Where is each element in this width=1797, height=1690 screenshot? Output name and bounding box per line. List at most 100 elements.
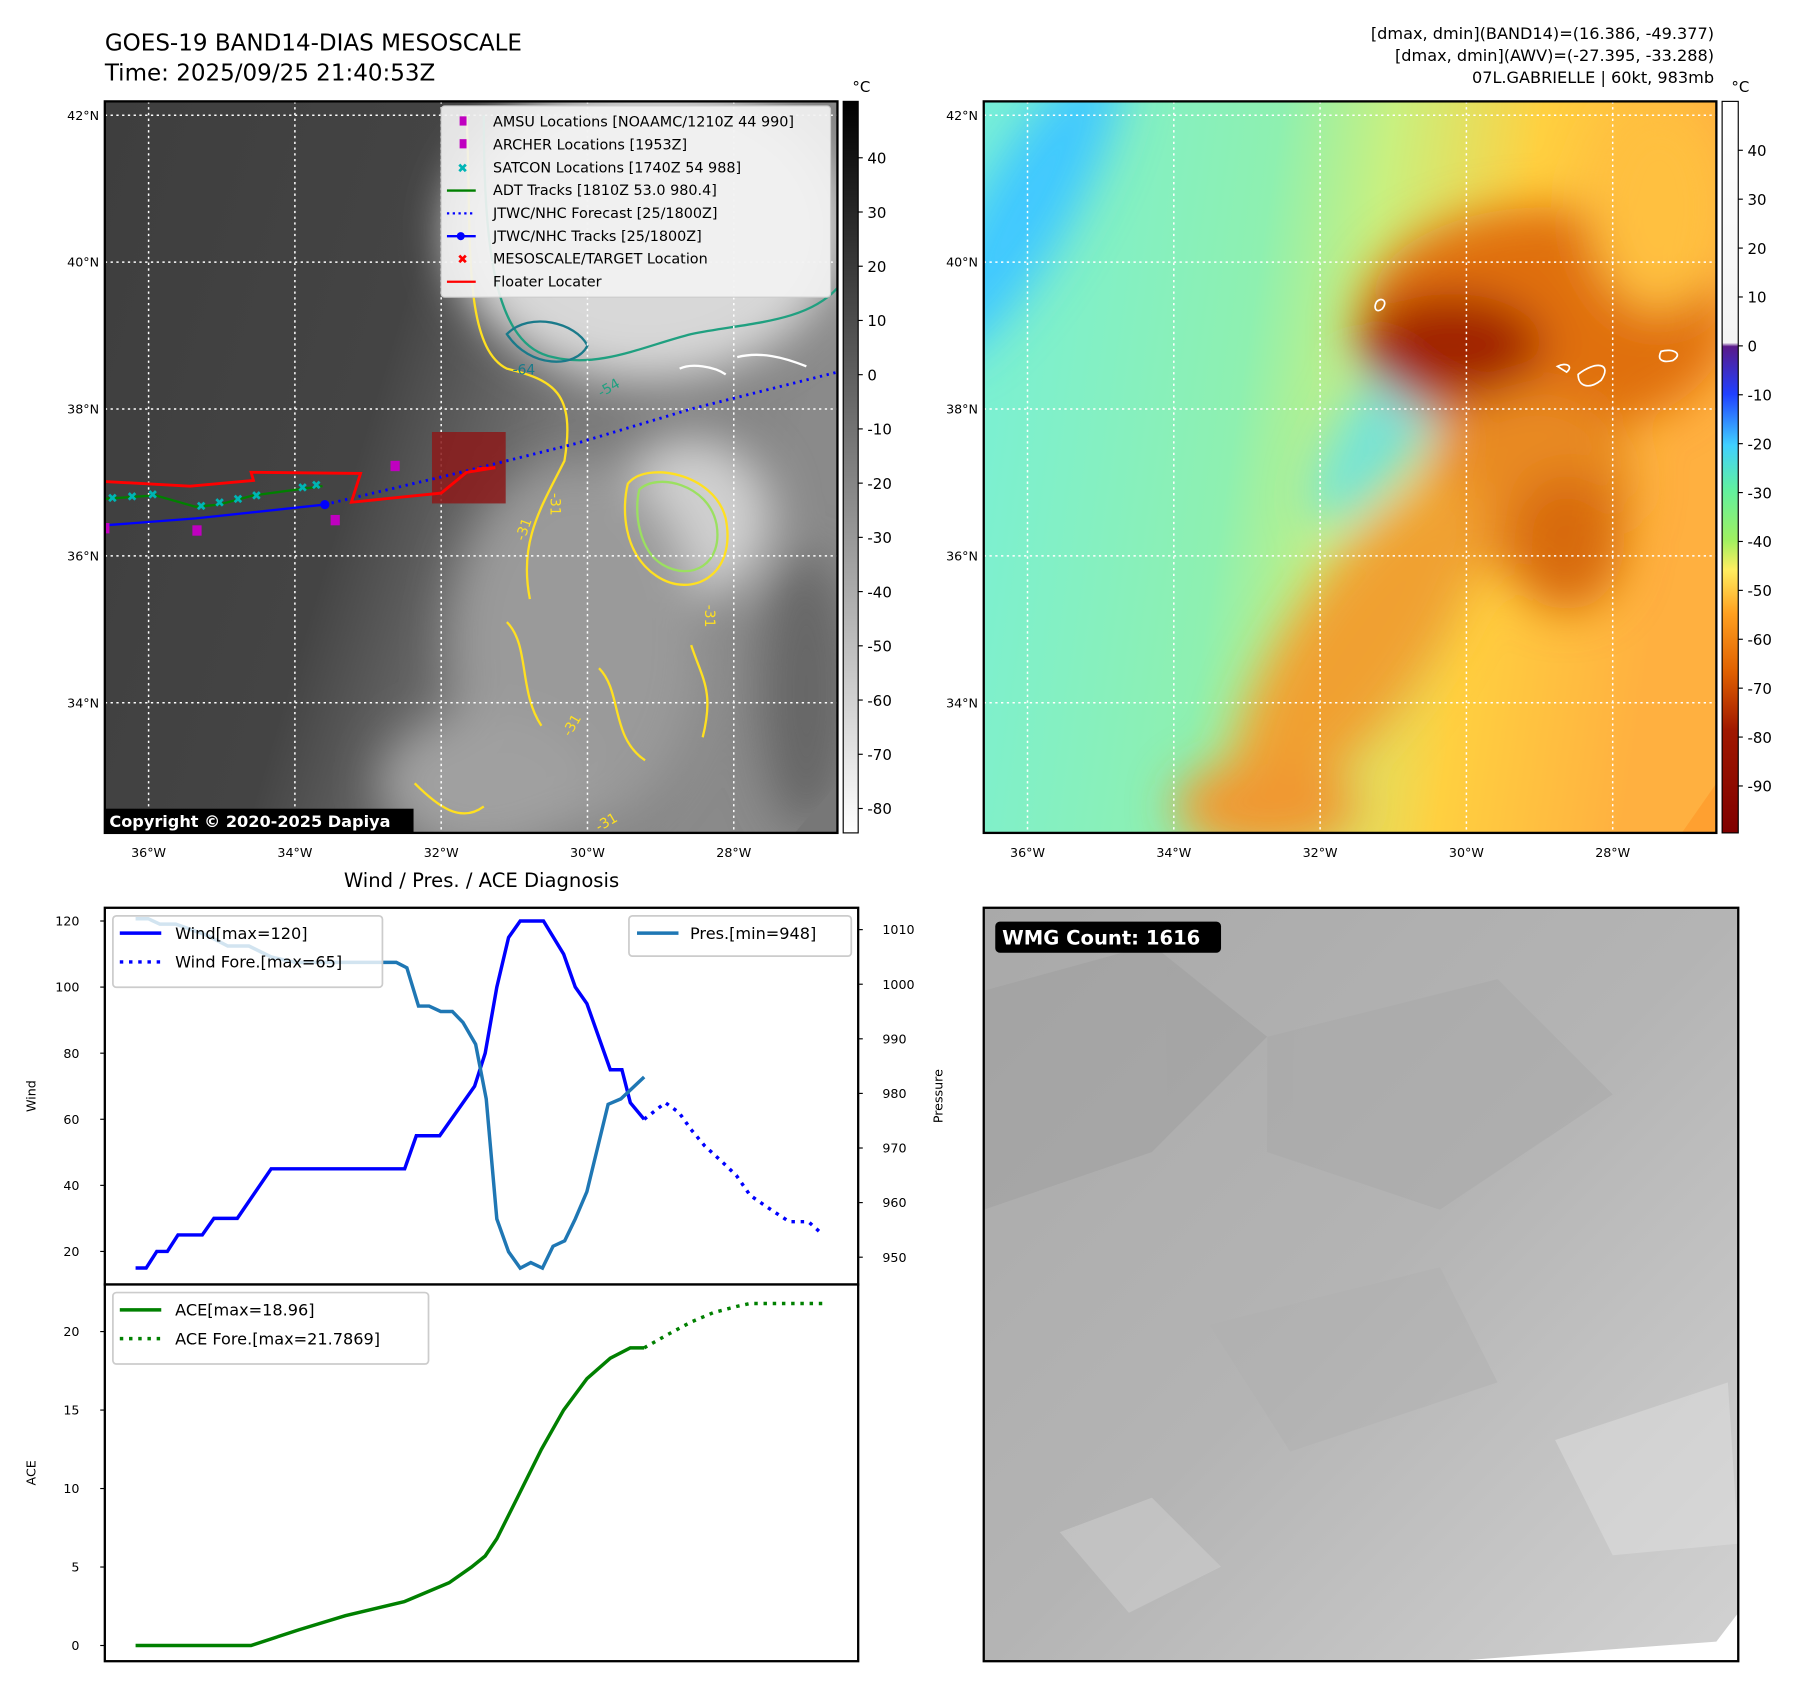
colorbar-tick-label: 20 [1747,240,1766,258]
legend-label: ACE[max=18.96] [175,1301,314,1320]
band14-range: [dmax, dmin](BAND14)=(16.386, -49.377) [1371,24,1714,43]
wmg-panel: WMG Count: 1616 [982,906,1740,1663]
floater-locater-track [104,466,496,504]
series-line-0 [135,1346,645,1648]
y-right-tick-label: 970 [882,1141,906,1156]
y-right-axis-label: Pressure [930,1069,945,1123]
colorbar-tick-label: 10 [1747,289,1766,307]
ace-chart: 0 5 10 15 20 ACE ACE[max=18.96] ACE Fore.[max=2… [24,1283,860,1663]
y-right-tick-label: 990 [882,1031,906,1046]
colorbar-tick-label: -60 [867,692,891,710]
figure-time: Time: 2025/09/25 21:40:53Z [104,61,436,87]
colorbar-tick-label: 10 [867,312,886,330]
legend-label: Pres.[min=948] [690,924,816,943]
y-tick-label: 10 [63,1481,79,1496]
amsu-archer-markers [104,460,400,536]
colorbar-tick-label: -20 [1747,435,1771,453]
square-marker-icon [459,116,467,126]
colorbar-tick-label: 40 [867,150,886,168]
legend-item: Floater Locater [446,274,602,290]
colorbar-tick-label: -80 [867,800,891,818]
colorbar-tick-label: -70 [867,746,891,764]
colorbar-tick-label: 40 [1747,142,1766,160]
wv-field [983,101,1717,833]
y-tick-label: 0 [71,1638,79,1653]
copyright-box [104,808,414,833]
lat-label: 38°N [946,402,978,417]
jtwc-forecast-track [324,370,838,506]
svg-text:✖: ✖ [233,491,244,506]
svg-text:✖: ✖ [127,489,138,504]
y-tick-label: 20 [63,1324,79,1339]
series-line-1 [643,1100,825,1237]
colorbar-tick-label: 0 [867,366,877,384]
lat-label: 42°N [946,108,978,123]
map-gridlines [983,101,1717,833]
chart-title: Wind / Pres. / ACE Diagnosis [344,869,619,892]
x-marker-icon: ✖ [457,252,468,267]
svg-text:✖: ✖ [251,488,262,503]
contours [413,115,838,815]
figure-title: GOES-19 BAND14-DIAS MESOSCALE [105,31,522,57]
legend-item: AMSU Locations [NOAAMC/1210Z 44 990] [459,115,794,131]
svg-text:✖: ✖ [214,495,225,510]
legend-item: ✖ MESOSCALE/TARGET Location [457,252,707,268]
colorbar-tick-label: -30 [1747,484,1771,502]
y-tick-label: 60 [63,1112,79,1127]
contour-label: -64 [513,362,536,378]
colorbar-tick-label: 20 [867,258,886,276]
y-tick-label: 20 [63,1244,79,1259]
colorbar-tick-label: -20 [867,475,891,493]
lon-label: 36°W [131,845,166,860]
svg-text:✖: ✖ [311,478,322,493]
colorbar-tick-label: -60 [1747,631,1771,649]
lon-label: 32°W [1303,845,1338,860]
adt-track [104,485,323,509]
wind-pressure-chart: 20 40 60 80 100 120 Wind 950 960 970 980 990 1000 101… [24,906,945,1286]
x-marker-icon: ✖ [457,160,468,175]
lat-label: 36°N [67,548,99,563]
wv-colorbar: °C 40 30 20 10 0 -10 -20 -30 -40 -50 -60 -70 -80 -90 [1721,78,1772,834]
storm-info: 07L.GABRIELLE | 60kt, 983mb [1472,68,1714,87]
wmg-texture [983,944,1739,1613]
y-right-tick-label: 960 [882,1195,906,1210]
legend-label: Wind[max=120] [175,924,307,943]
contour-label: -31 [513,516,536,543]
legend-label: AMSU Locations [NOAAMC/1210Z 44 990] [493,115,794,131]
lon-label: 32°W [424,845,459,860]
y-tick-label: 15 [63,1403,79,1418]
colorbar-tick-label: -50 [1747,582,1771,600]
lon-label: 28°W [716,845,751,860]
y-tick-label: 100 [55,980,79,995]
svg-text:✖: ✖ [107,490,118,505]
wv-contours [1374,298,1679,387]
jtwc-track-point [320,499,330,510]
chart-legend-right: Pres.[min=948] [628,914,853,958]
colorbar-tick-label: -30 [867,529,891,547]
y-tick-label: 40 [63,1178,79,1193]
legend-item: JTWC/NHC Forecast [25/1800Z] [446,206,717,222]
y-axis-label: ACE [24,1460,39,1485]
colorbar-tick-label: -10 [1747,387,1771,405]
colorbar-unit: °C [1731,78,1749,96]
contour-label: -31 [701,605,717,628]
lon-label: 36°W [1010,845,1045,860]
series-line-0 [135,919,646,1270]
lon-label: 28°W [1595,845,1630,860]
y-tick-label: 80 [63,1046,79,1061]
legend-label: ARCHER Locations [1953Z] [493,138,687,154]
ir-colorbar: °C 40 30 20 10 0 -10 -20 -30 -40 -50 -60 -70 -80 [842,78,892,834]
svg-text:✖: ✖ [196,498,207,513]
legend-label: Wind Fore.[max=65] [175,953,342,972]
y-right-tick-label: 950 [882,1250,906,1265]
chart-legend: Wind[max=120] Wind Fore.[max=65] [112,914,384,989]
colorbar-unit: °C [852,78,870,96]
wv-map-frame [982,100,1718,835]
legend-item: ARCHER Locations [1953Z] [459,138,687,154]
y-right-tick-label: 1000 [882,977,914,992]
lat-label: 40°N [946,255,978,270]
lat-label: 36°N [946,548,978,563]
lon-label: 30°W [570,845,605,860]
wmg-count-badge [995,921,1222,953]
colorbar-tick-label: -90 [1747,778,1771,796]
